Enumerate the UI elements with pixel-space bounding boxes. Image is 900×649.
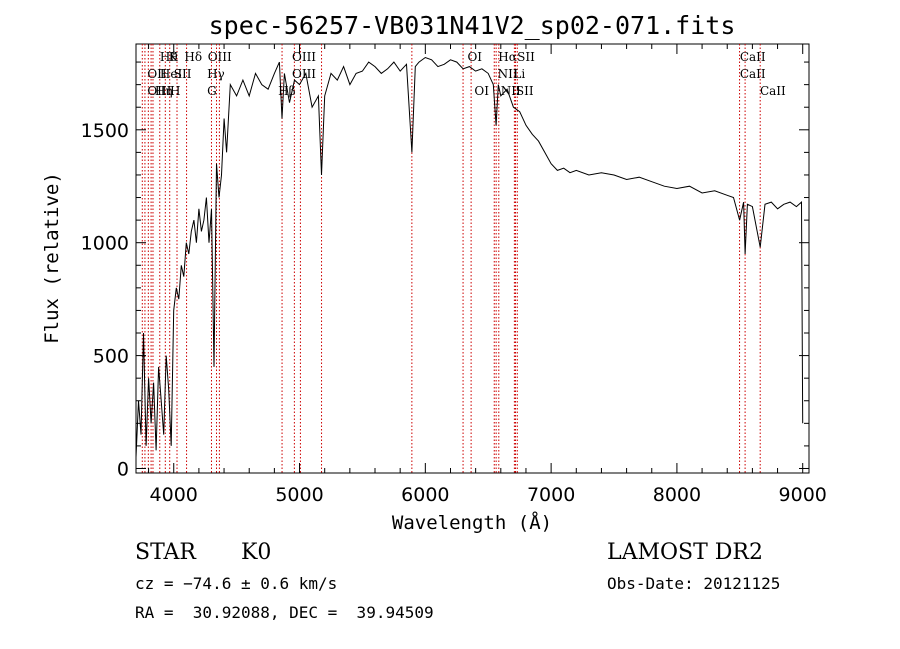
- y-tick-label: 1500: [81, 120, 129, 142]
- spectral-line-label: SII: [516, 84, 534, 98]
- spectral-line-label: Li: [513, 67, 525, 81]
- spectral-line-label: SII: [174, 67, 192, 81]
- spectral-line-label: OI: [467, 50, 482, 64]
- coords-text: RA = 30.92088, DEC = 39.94509: [135, 603, 434, 622]
- spectral-line-label: HeI: [160, 67, 183, 81]
- spectral-line-label: Hδ: [184, 50, 202, 64]
- spectral-line-label: CaII: [740, 67, 766, 81]
- x-axis-label: Wavelength (Å): [392, 511, 552, 534]
- spectrum-series: [135, 56, 804, 458]
- x-tick-label: 5000: [275, 484, 323, 506]
- x-tick-label: 6000: [401, 484, 449, 506]
- spectral-line-label: K: [169, 50, 179, 64]
- spectral-line-label: CaII: [760, 84, 786, 98]
- spectral-line-label: Hη: [155, 84, 173, 98]
- spectral-line-label: SII: [517, 50, 535, 64]
- spectral-line-label: OIII: [292, 50, 316, 64]
- chart-title: spec-56257-VB031N41V2_sp02-071.fits: [209, 11, 736, 40]
- spectral-line-label: Hβ: [278, 84, 295, 98]
- spectral-line-label: G: [207, 84, 217, 98]
- spectrum-line: [135, 56, 804, 458]
- obs-date-text: Obs-Date: 20121125: [607, 574, 781, 593]
- spectral-line-label: OI: [474, 84, 489, 98]
- object-class: STAR: [135, 540, 196, 565]
- y-tick-label: 500: [93, 346, 129, 368]
- spectral-line-label: H: [170, 84, 180, 98]
- x-tick-label: 8000: [653, 484, 701, 506]
- spectral-line-label: Hγ: [207, 67, 225, 81]
- x-tick-label: 7000: [527, 484, 575, 506]
- spectral-line-label: NII: [501, 84, 521, 98]
- spectral-line-label: CaII: [740, 50, 766, 64]
- spectral-line-label: OIII: [292, 67, 316, 81]
- spectral-line-label: Hθ: [160, 50, 178, 64]
- y-tick-label: 0: [117, 458, 129, 480]
- spectral-line-label: Hα: [498, 50, 517, 64]
- line-markers: [141, 44, 761, 473]
- y-tick-label: 1000: [81, 233, 129, 255]
- survey-name: LAMOST DR2: [607, 540, 763, 565]
- y-axis-label: Flux (relative): [41, 172, 63, 344]
- spectral-line-label: NII: [498, 67, 518, 81]
- spectral-line-label: OII: [147, 67, 167, 81]
- spectral-line-label: OIII: [147, 84, 171, 98]
- plot-frame: [135, 43, 810, 474]
- redshift-text: cz = −74.6 ± 0.6 km/s: [135, 574, 338, 593]
- object-subclass: K0: [241, 540, 272, 565]
- x-tick-label: 9000: [779, 484, 827, 506]
- x-tick-label: 4000: [150, 484, 198, 506]
- axis-ticks: 4000 5000 6000 7000 8000 9000 0 500 1000 1500: [81, 44, 827, 506]
- spectral-line-label: OIII: [208, 50, 232, 64]
